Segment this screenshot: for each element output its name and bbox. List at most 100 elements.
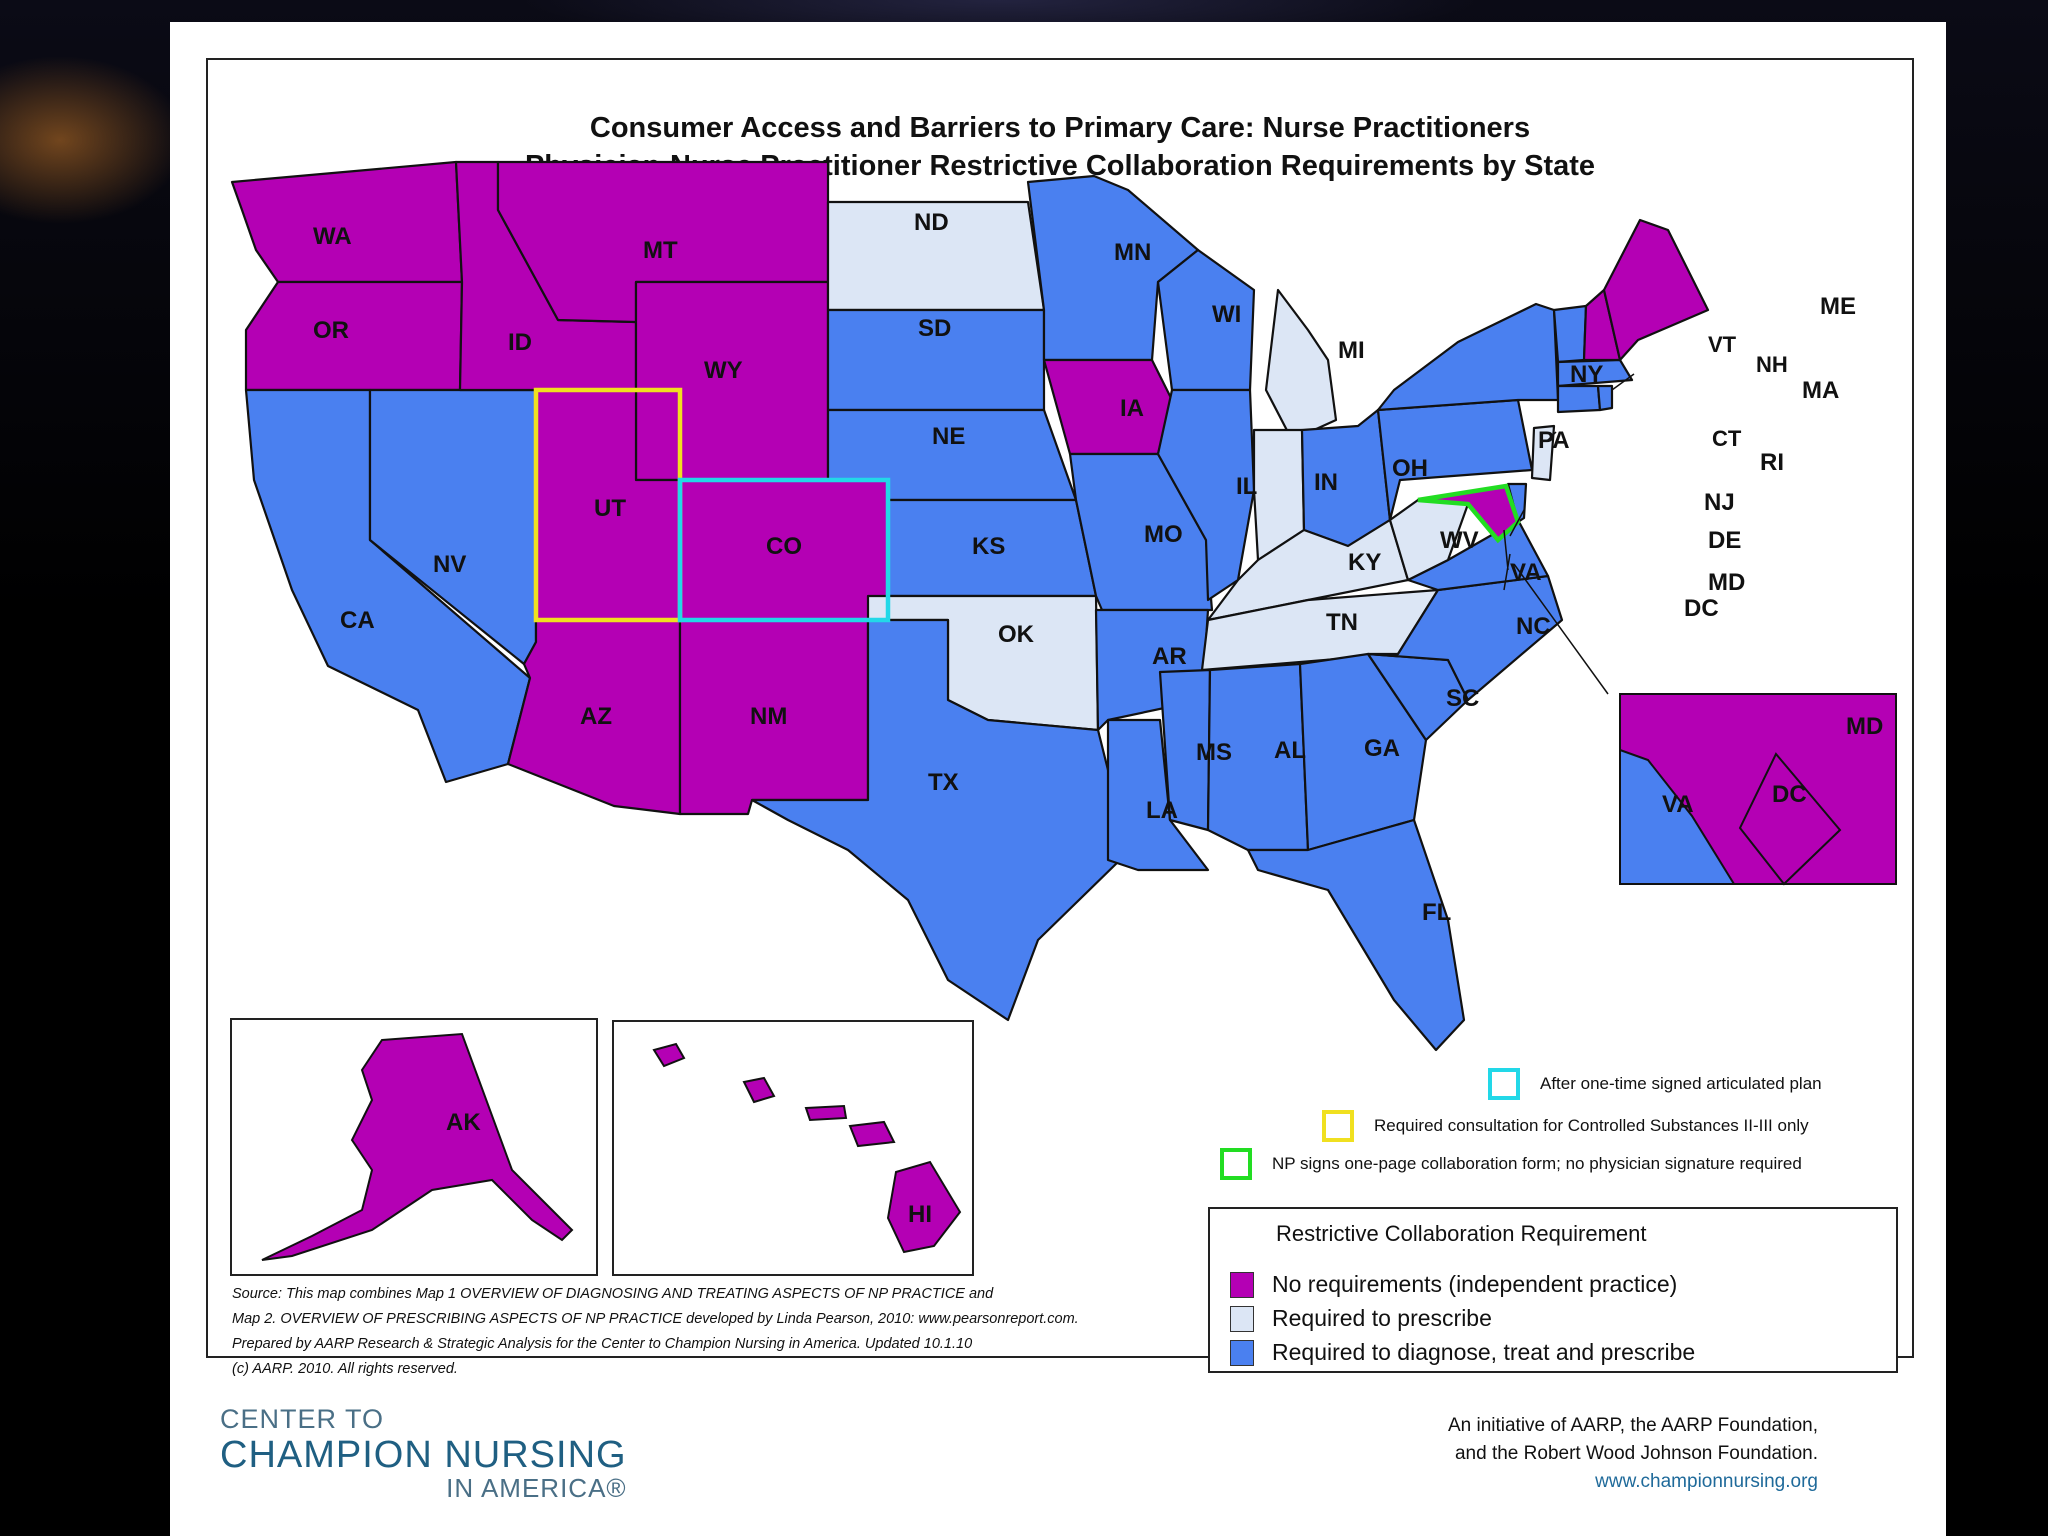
slide: Consumer Access and Barriers to Primary … <box>170 22 1946 1536</box>
state-VT <box>1552 304 1588 364</box>
label-IN: IN <box>1314 469 1338 496</box>
note-green-box <box>1220 1148 1252 1180</box>
label-ID: ID <box>508 329 532 356</box>
label-NV: NV <box>433 551 466 578</box>
state-OR <box>244 280 464 392</box>
state-MA <box>1556 358 1634 388</box>
note-cyan: After one-time signed articulated plan <box>1488 1068 1822 1100</box>
label-WA: WA <box>313 223 352 250</box>
label-MN: MN <box>1114 239 1151 266</box>
label-MS: MS <box>1196 739 1232 766</box>
label-MD: MD <box>1708 569 1745 596</box>
label-ND: ND <box>914 209 949 236</box>
label-CT: CT <box>1712 426 1742 451</box>
label-NY: NY <box>1570 361 1603 388</box>
state-CT <box>1556 384 1602 414</box>
label-TN: TN <box>1326 609 1358 636</box>
state-WV <box>1388 498 1470 582</box>
state-AK <box>261 1032 574 1261</box>
label-IA: IA <box>1120 395 1144 422</box>
state-ME <box>1602 218 1710 362</box>
legend-item-no-requirements: No requirements (independent practice) <box>1230 1271 1677 1298</box>
label-NC: NC <box>1516 613 1551 640</box>
label-NH: NH <box>1756 352 1788 377</box>
swatch-required-to-prescribe <box>1230 1305 1254 1332</box>
inset-hawaii: HI <box>612 1020 974 1276</box>
legend-label-no-requirements: No requirements (independent practice) <box>1272 1271 1678 1297</box>
legend: Restrictive Collaboration Requirement No… <box>1208 1207 1898 1373</box>
initiative-line-1: An initiative of AARP, the AARP Foundati… <box>1447 1415 1818 1436</box>
dc-inset <box>1619 693 1897 886</box>
island-oahu <box>742 1076 776 1104</box>
state-NY <box>1376 302 1560 412</box>
state-RI <box>1596 384 1614 412</box>
swatch-no-requirements <box>1230 1271 1254 1298</box>
us-map: WA OR CA NV ID MT WY UT CO AZ NM ND SD N… <box>230 160 1897 1052</box>
label-VA: VA <box>1510 559 1542 586</box>
label-NJ: NJ <box>1704 489 1735 516</box>
alaska-map: AK <box>261 1032 574 1261</box>
map-title: Consumer Access and Barriers to Primary … <box>589 112 1531 144</box>
label-KS: KS <box>972 533 1005 560</box>
footer-initiative: An initiative of AARP, the AARP Foundati… <box>1448 1412 1818 1496</box>
label-VT: VT <box>1708 332 1737 357</box>
note-cyan-box <box>1488 1068 1520 1100</box>
label-NM: NM <box>750 703 787 730</box>
label-OK: OK <box>998 621 1035 648</box>
label-MT: MT <box>643 237 678 264</box>
inset-label-DC: DC <box>1772 781 1807 808</box>
label-GA: GA <box>1364 735 1400 762</box>
note-cyan-text: After one-time signed articulated plan <box>1540 1074 1822 1093</box>
outline-CO <box>677 477 891 623</box>
legend-label-required-all: Required to diagnose, treat and prescrib… <box>1272 1339 1696 1365</box>
map-frame: Consumer Access and Barriers to Primary … <box>206 58 1914 1377</box>
legend-item-required-all: Required to diagnose, treat and prescrib… <box>1230 1339 1695 1366</box>
state-FL <box>1246 818 1466 1052</box>
label-AL: AL <box>1274 737 1306 764</box>
label-FL: FL <box>1422 899 1451 926</box>
label-OR: OR <box>313 317 349 344</box>
island-maui <box>848 1120 896 1148</box>
source-line-1: Source: This map combines Map 1 OVERVIEW… <box>232 1286 994 1302</box>
label-TX: TX <box>928 769 959 796</box>
state-MI <box>1264 288 1338 442</box>
footer-url-link[interactable]: www.championnursing.org <box>1595 1471 1818 1492</box>
label-DC: DC <box>1684 595 1719 622</box>
label-LA: LA <box>1146 797 1178 824</box>
label-OH: OH <box>1392 455 1428 482</box>
note-green-text: NP signs one-page collaboration form; no… <box>1272 1154 1802 1173</box>
state-WA <box>230 160 464 284</box>
label-CO: CO <box>766 533 802 560</box>
note-yellow-box <box>1322 1110 1354 1142</box>
label-AZ: AZ <box>580 703 612 730</box>
island-kauai <box>652 1042 686 1068</box>
label-WY: WY <box>704 357 743 384</box>
note-yellow-text: Required consultation for Controlled Sub… <box>1374 1116 1809 1135</box>
inset-label-MD: MD <box>1846 713 1883 740</box>
label-WI: WI <box>1212 301 1241 328</box>
legend-title: Restrictive Collaboration Requirement <box>1276 1221 1647 1246</box>
state-LA <box>1106 718 1210 872</box>
label-NE: NE <box>932 423 965 450</box>
label-AR: AR <box>1152 643 1187 670</box>
logo-line-1: CENTER TO <box>220 1404 385 1434</box>
state-IA <box>1042 358 1174 456</box>
state-WI <box>1156 248 1256 392</box>
inset-label-VA: VA <box>1662 791 1694 818</box>
outline-MD <box>1417 483 1521 544</box>
source-line-4: (c) AARP. 2010. All rights reserved. <box>232 1361 458 1377</box>
champion-nursing-logo: CENTER TO CHAMPION NURSING IN AMERICA® <box>220 1404 627 1504</box>
island-hawaii <box>886 1160 962 1254</box>
label-AK: AK <box>446 1109 481 1136</box>
hawaii-map: HI <box>652 1042 962 1254</box>
state-IL <box>1156 388 1256 602</box>
label-SD: SD <box>918 315 951 342</box>
label-MA: MA <box>1802 377 1839 404</box>
inset-alaska: AK <box>230 1018 598 1276</box>
label-CA: CA <box>340 607 375 634</box>
label-IL: IL <box>1236 473 1257 500</box>
source-line-2: Map 2. OVERVIEW OF PRESCRIBING ASPECTS O… <box>232 1311 1079 1327</box>
source-note: Source: This map combines Map 1 OVERVIEW… <box>232 1282 1152 1382</box>
swatch-required-all <box>1230 1339 1254 1366</box>
label-ME: ME <box>1820 293 1856 320</box>
